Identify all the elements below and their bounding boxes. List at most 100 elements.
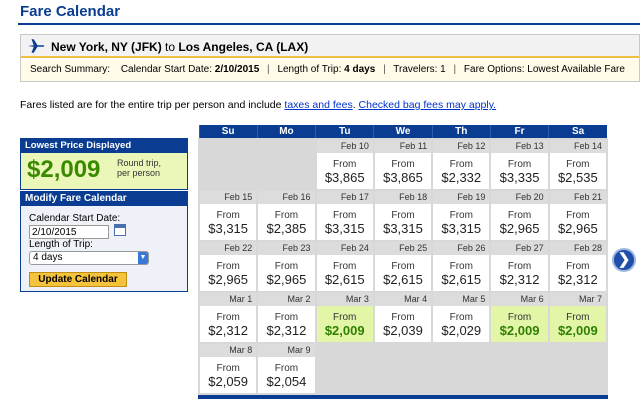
calendar-day-cell[interactable]: Mar 2 From $2,312 xyxy=(256,291,317,344)
fare-price[interactable]: $3,865 xyxy=(383,170,423,185)
fare-price[interactable]: $2,009 xyxy=(499,323,540,338)
fare-price[interactable]: $3,335 xyxy=(499,170,540,185)
fare-price[interactable]: $3,865 xyxy=(324,170,365,185)
from-label: From xyxy=(449,159,473,170)
calendar-day-cell[interactable]: Feb 16 From $2,385 xyxy=(256,189,317,242)
calendar-day-cell[interactable]: Feb 11 From $3,865 xyxy=(372,138,434,191)
fare-price[interactable]: $2,965 xyxy=(557,221,598,236)
calendar-icon[interactable] xyxy=(114,224,126,236)
fare-price[interactable]: $2,009 xyxy=(324,323,365,338)
lowest-price-note: Round trip, per person xyxy=(117,158,161,178)
fare-price[interactable]: $2,965 xyxy=(208,272,249,287)
modify-calendar-panel: Modify Fare Calendar Calendar Start Date… xyxy=(20,191,188,292)
from-label: From xyxy=(449,210,473,221)
fare-price[interactable]: $2,039 xyxy=(383,323,423,338)
from-label: From xyxy=(216,363,240,374)
calendar-day-cell[interactable]: Mar 9 From $2,054 xyxy=(256,342,317,395)
fare-calendar: Su Mo Tu We Th Fr Sa Feb 10 From $3,865 Feb 11 Fro… xyxy=(197,125,609,395)
fare-price[interactable]: $2,059 xyxy=(208,374,249,389)
plane-icon xyxy=(27,39,45,53)
update-calendar-button[interactable]: Update Calendar xyxy=(29,272,127,287)
from-label: From xyxy=(391,312,415,323)
calendar-day-cell[interactable]: Feb 20 From $2,965 xyxy=(489,189,550,242)
calendar-day-cell[interactable]: Feb 27 From $2,312 xyxy=(489,240,550,293)
calendar-bottom-bar xyxy=(198,395,608,399)
day-date-label: Feb 25 xyxy=(374,242,432,255)
from-label: From xyxy=(449,312,473,323)
next-weeks-button[interactable]: ❯ xyxy=(612,248,636,272)
chevron-down-icon: ▼ xyxy=(138,252,148,264)
taxes-fees-link[interactable]: taxes and fees xyxy=(284,99,353,111)
day-date-label: Feb 17 xyxy=(316,191,373,204)
calendar-week-row: Mar 1 From $2,312 Mar 2 From $2,312 Mar 3 From $… xyxy=(197,291,609,344)
day-date-label: Feb 26 xyxy=(433,242,490,255)
calendar-day-cell[interactable]: Mar 5 From $2,029 xyxy=(431,291,492,344)
calendar-day-cell[interactable]: Mar 8 From $2,059 xyxy=(197,342,259,395)
bag-fees-link[interactable]: Checked bag fees may apply. xyxy=(358,99,497,111)
from-label: From xyxy=(391,261,415,272)
fare-price[interactable]: $3,315 xyxy=(324,221,365,236)
fare-price[interactable]: $2,029 xyxy=(441,323,482,338)
calendar-day-cell[interactable]: Mar 7 From $2,009 xyxy=(547,291,609,344)
calendar-day-cell[interactable]: Feb 28 From $2,312 xyxy=(547,240,609,293)
weekday-header: Th xyxy=(431,125,491,139)
day-date-label: Feb 13 xyxy=(491,140,548,153)
calendar-empty-cell xyxy=(372,342,434,395)
calendar-day-cell[interactable]: Feb 12 From $2,332 xyxy=(431,138,492,191)
calendar-day-cell[interactable]: Feb 25 From $2,615 xyxy=(372,240,434,293)
calendar-empty-cell xyxy=(431,342,492,395)
day-date-label: Mar 5 xyxy=(433,293,490,306)
trip-length-select[interactable]: 4 days ▼ xyxy=(29,251,149,265)
calendar-day-cell[interactable]: Feb 19 From $3,315 xyxy=(431,189,492,242)
start-date-input[interactable] xyxy=(29,225,109,239)
route-text: New York, NY (JFK) to Los Angeles, CA (L… xyxy=(51,40,308,54)
fare-price[interactable]: $2,385 xyxy=(266,221,307,236)
calendar-week-row: Feb 10 From $3,865 Feb 11 From $3,865 Feb 12 Fr… xyxy=(197,138,609,191)
calendar-day-cell[interactable]: Feb 18 From $3,315 xyxy=(372,189,434,242)
calendar-day-cell[interactable]: Feb 15 From $3,315 xyxy=(197,189,259,242)
calendar-week-row: Mar 8 From $2,059 Mar 9 From $2,054 xyxy=(197,342,609,395)
fare-price[interactable]: $2,965 xyxy=(499,221,540,236)
fare-price[interactable]: $2,615 xyxy=(324,272,365,287)
calendar-day-cell[interactable]: Feb 14 From $2,535 xyxy=(547,138,609,191)
calendar-day-cell[interactable]: Feb 24 From $2,615 xyxy=(314,240,375,293)
day-date-label: Feb 10 xyxy=(316,140,373,153)
calendar-day-cell[interactable]: Feb 10 From $3,865 xyxy=(314,138,375,191)
fare-price[interactable]: $2,312 xyxy=(557,272,598,287)
calendar-day-cell[interactable]: Feb 21 From $2,965 xyxy=(547,189,609,242)
day-date-label: Mar 3 xyxy=(316,293,373,306)
fare-price[interactable]: $2,615 xyxy=(441,272,482,287)
calendar-day-cell[interactable]: Feb 17 From $3,315 xyxy=(314,189,375,242)
fare-price[interactable]: $2,312 xyxy=(266,323,307,338)
lowest-price-note-line2: per person xyxy=(117,168,161,178)
calendar-day-cell[interactable]: Mar 3 From $2,009 xyxy=(314,291,375,344)
fare-price[interactable]: $3,315 xyxy=(441,221,482,236)
from-label: From xyxy=(216,210,240,221)
fare-price[interactable]: $2,054 xyxy=(266,374,307,389)
calendar-day-cell[interactable]: Feb 22 From $2,965 xyxy=(197,240,259,293)
summary-options-label: Fare Options: xyxy=(463,64,525,75)
summary-start-label: Calendar Start Date: xyxy=(120,64,212,75)
calendar-day-cell[interactable]: Feb 23 From $2,965 xyxy=(256,240,317,293)
calendar-day-cell[interactable]: Mar 6 From $2,009 xyxy=(489,291,550,344)
fare-price[interactable]: $2,312 xyxy=(499,272,540,287)
fare-price[interactable]: $2,009 xyxy=(557,323,598,338)
calendar-day-cell[interactable]: Mar 1 From $2,312 xyxy=(197,291,259,344)
calendar-day-cell[interactable]: Mar 4 From $2,039 xyxy=(372,291,434,344)
summary-options-value: Lowest Available Fare xyxy=(527,64,625,75)
from-label: From xyxy=(566,210,590,221)
fare-price[interactable]: $2,332 xyxy=(441,170,482,185)
calendar-empty-cell xyxy=(314,342,375,395)
lowest-price-note-line1: Round trip, xyxy=(117,158,162,168)
weekday-header: Sa xyxy=(548,125,607,139)
fare-price[interactable]: $2,615 xyxy=(383,272,423,287)
fare-price[interactable]: $2,535 xyxy=(557,170,598,185)
fare-price[interactable]: $3,315 xyxy=(383,221,423,236)
from-label: From xyxy=(333,312,357,323)
summary-label: Search Summary: xyxy=(30,64,111,75)
fare-price[interactable]: $2,965 xyxy=(266,272,307,287)
calendar-day-cell[interactable]: Feb 13 From $3,335 xyxy=(489,138,550,191)
calendar-day-cell[interactable]: Feb 26 From $2,615 xyxy=(431,240,492,293)
fare-price[interactable]: $2,312 xyxy=(208,323,249,338)
fare-price[interactable]: $3,315 xyxy=(208,221,249,236)
